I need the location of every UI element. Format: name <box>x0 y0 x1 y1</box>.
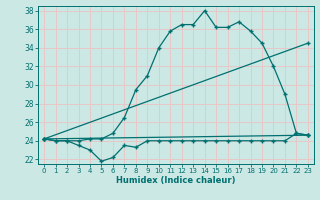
X-axis label: Humidex (Indice chaleur): Humidex (Indice chaleur) <box>116 176 236 185</box>
